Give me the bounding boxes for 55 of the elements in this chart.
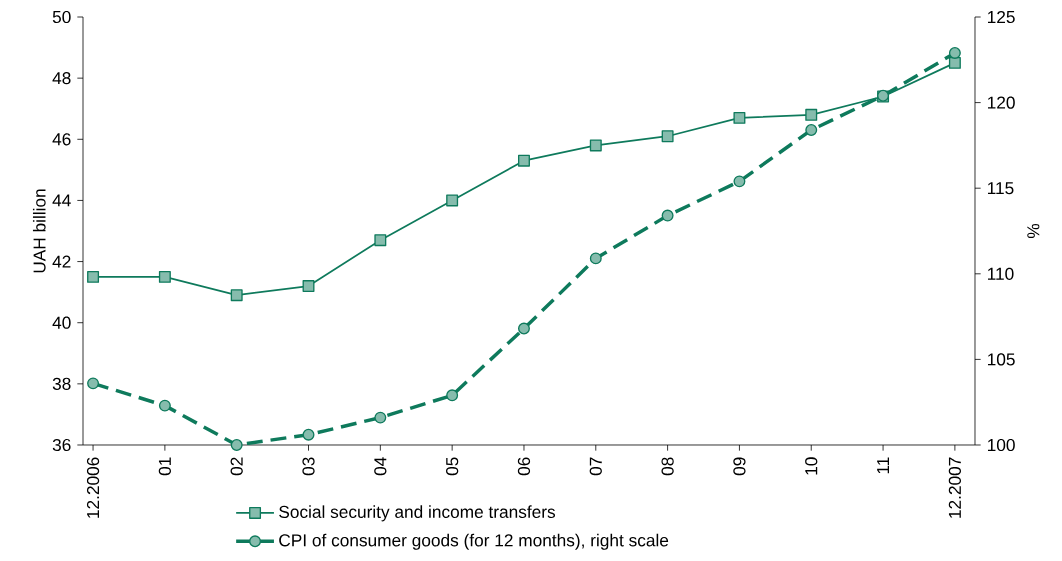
point <box>805 124 818 136</box>
x-tick-label: 10 <box>805 457 818 475</box>
x-tick-label: 08 <box>661 457 674 476</box>
point <box>733 111 746 124</box>
x-tick-label: 07 <box>589 457 602 476</box>
point <box>158 270 171 283</box>
point <box>517 322 530 335</box>
point <box>517 154 530 167</box>
point <box>589 252 602 265</box>
y-tick-label: 40 <box>52 316 71 329</box>
point <box>589 139 602 152</box>
point <box>87 377 100 390</box>
y2-tick-label: 115 <box>988 182 1014 195</box>
point <box>733 175 746 188</box>
point <box>302 280 315 293</box>
y-tick-label: 48 <box>52 72 71 85</box>
y-tick-label: 38 <box>52 377 71 390</box>
y2-tick-label: 120 <box>988 96 1015 109</box>
point <box>446 389 459 402</box>
y-axis-title: UAH billion <box>32 189 46 273</box>
x-tick-label: 12.2006 <box>86 457 100 518</box>
point <box>230 289 243 302</box>
x-tick-label: 05 <box>446 457 459 476</box>
point <box>374 234 387 247</box>
x-tick-label: 01 <box>158 457 171 476</box>
x-tick-label: 12.2007 <box>948 457 961 518</box>
legend-label: CPI of consumer goods (for 12 months), right scale <box>279 533 669 550</box>
point <box>374 411 387 424</box>
point <box>446 194 459 207</box>
point <box>948 46 961 59</box>
point <box>158 399 171 412</box>
legend-label: Social security and income transfers <box>279 505 556 522</box>
y-tick-label: 36 <box>52 438 71 452</box>
x-tick-label: 04 <box>374 457 387 476</box>
y2-tick-label: 125 <box>988 10 1015 24</box>
point <box>302 428 315 441</box>
point <box>661 209 674 222</box>
y2-tick-label: 100 <box>988 438 1015 452</box>
point <box>805 108 818 121</box>
x-tick-label: 06 <box>517 457 531 476</box>
x-tick-label: 03 <box>302 457 315 476</box>
y-tick-label: 44 <box>52 194 71 207</box>
x-tick-label: 11 <box>877 457 890 474</box>
y-tick-label: 50 <box>52 10 71 24</box>
y-tick-label: 42 <box>52 255 71 268</box>
y-tick-label: 46 <box>52 133 71 146</box>
x-tick-label: 02 <box>230 457 243 476</box>
y2-axis-title: % <box>1027 223 1040 239</box>
point <box>948 56 961 69</box>
y2-tick-label: 110 <box>988 267 1014 280</box>
point <box>230 439 243 451</box>
point <box>87 270 100 283</box>
point <box>661 130 674 143</box>
y2-tick-label: 105 <box>988 353 1015 366</box>
x-tick-label: 09 <box>733 457 746 476</box>
